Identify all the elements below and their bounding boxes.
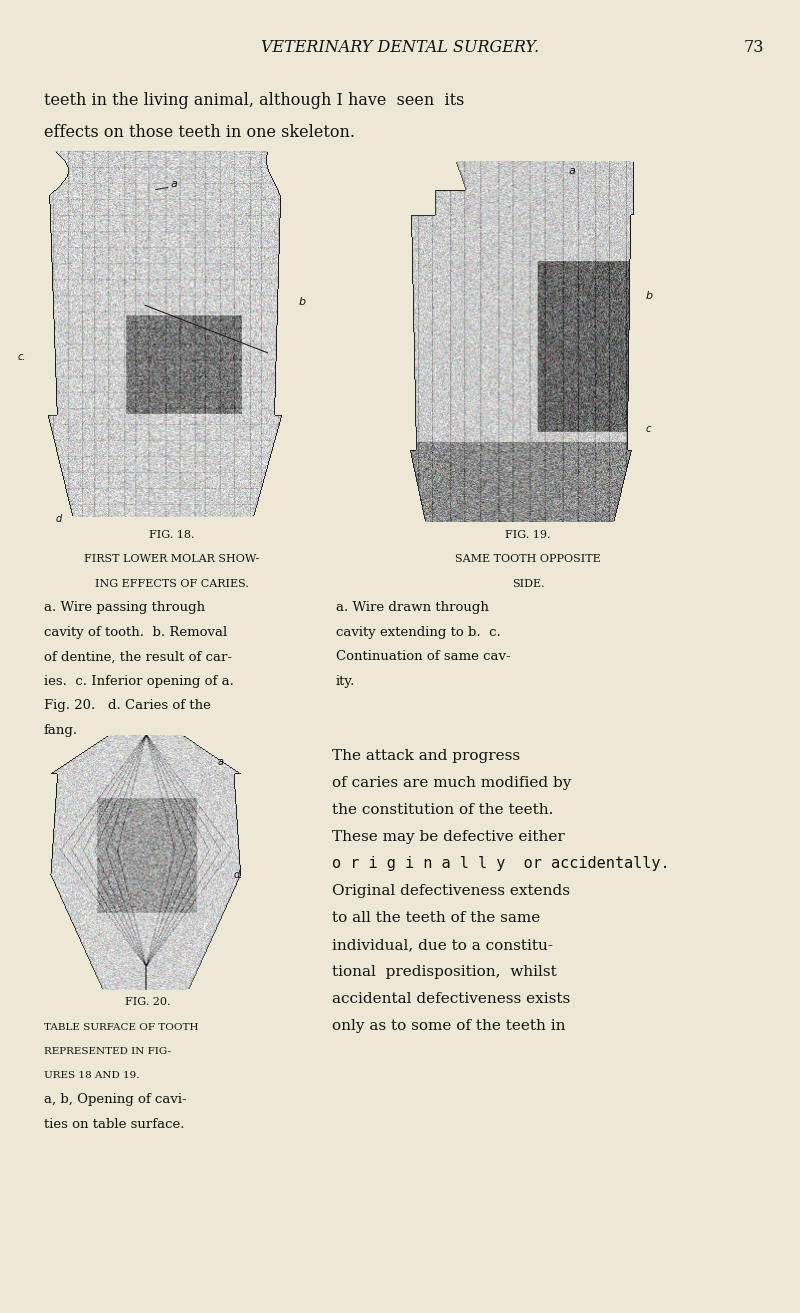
Text: c: c <box>645 424 650 435</box>
Text: effects on those teeth in one skeleton.: effects on those teeth in one skeleton. <box>44 123 355 140</box>
Text: VETERINARY DENTAL SURGERY.: VETERINARY DENTAL SURGERY. <box>261 39 539 56</box>
Text: These may be defective either: These may be defective either <box>332 830 565 844</box>
Text: accidental defectiveness exists: accidental defectiveness exists <box>332 993 570 1006</box>
Text: a. Wire drawn through: a. Wire drawn through <box>336 601 489 614</box>
Text: ties on table surface.: ties on table surface. <box>44 1117 185 1130</box>
Text: only as to some of the teeth in: only as to some of the teeth in <box>332 1019 566 1033</box>
Text: a. Wire passing through: a. Wire passing through <box>44 601 205 614</box>
Text: a: a <box>569 165 575 176</box>
Text: TABLE SURFACE OF TOOTH: TABLE SURFACE OF TOOTH <box>44 1023 198 1032</box>
Text: b: b <box>645 290 652 301</box>
Text: d: d <box>55 513 62 524</box>
Text: o r i g i n a l l y  or accidentally.: o r i g i n a l l y or accidentally. <box>332 856 670 871</box>
Text: ity.: ity. <box>336 675 355 688</box>
Text: b: b <box>298 297 306 307</box>
Text: tional  predisposition,  whilst: tional predisposition, whilst <box>332 965 557 979</box>
Text: individual, due to a constitu-: individual, due to a constitu- <box>332 937 553 952</box>
Text: of caries are much modified by: of caries are much modified by <box>332 776 571 790</box>
Text: FIG. 18.: FIG. 18. <box>150 530 194 540</box>
Text: a, b, Opening of cavi-: a, b, Opening of cavi- <box>44 1092 186 1106</box>
Text: a: a <box>170 179 178 189</box>
Text: Fig. 20.   d. Caries of the: Fig. 20. d. Caries of the <box>44 700 211 713</box>
Text: 73: 73 <box>744 39 765 56</box>
Text: cavity extending to b.  c.: cavity extending to b. c. <box>336 626 501 639</box>
Text: d.: d. <box>234 869 243 880</box>
Text: The attack and progress: The attack and progress <box>332 748 520 763</box>
Text: a: a <box>218 758 223 767</box>
Text: Original defectiveness extends: Original defectiveness extends <box>332 884 570 898</box>
Text: c.: c. <box>18 352 26 362</box>
Text: Continuation of same cav-: Continuation of same cav- <box>336 650 510 663</box>
Text: ies.  c. Inferior opening of a.: ies. c. Inferior opening of a. <box>44 675 234 688</box>
Text: of dentine, the result of car-: of dentine, the result of car- <box>44 650 232 663</box>
Text: URES 18 AND 19.: URES 18 AND 19. <box>44 1071 139 1081</box>
Text: FIG. 19.: FIG. 19. <box>506 530 550 540</box>
Text: FIRST LOWER MOLAR SHOW-: FIRST LOWER MOLAR SHOW- <box>84 554 260 565</box>
Text: ING EFFECTS OF CARIES.: ING EFFECTS OF CARIES. <box>95 579 249 590</box>
Text: teeth in the living animal, although I have  seen  its: teeth in the living animal, although I h… <box>44 92 464 109</box>
Text: cavity of tooth.  b. Removal: cavity of tooth. b. Removal <box>44 626 227 639</box>
Text: SAME TOOTH OPPOSITE: SAME TOOTH OPPOSITE <box>455 554 601 565</box>
Text: FIG. 20.: FIG. 20. <box>126 997 170 1007</box>
Text: SIDE.: SIDE. <box>512 579 544 590</box>
Text: REPRESENTED IN FIG-: REPRESENTED IN FIG- <box>44 1046 171 1056</box>
Text: fang.: fang. <box>44 723 78 737</box>
Text: to all the teeth of the same: to all the teeth of the same <box>332 911 540 924</box>
Text: the constitution of the teeth.: the constitution of the teeth. <box>332 804 554 817</box>
